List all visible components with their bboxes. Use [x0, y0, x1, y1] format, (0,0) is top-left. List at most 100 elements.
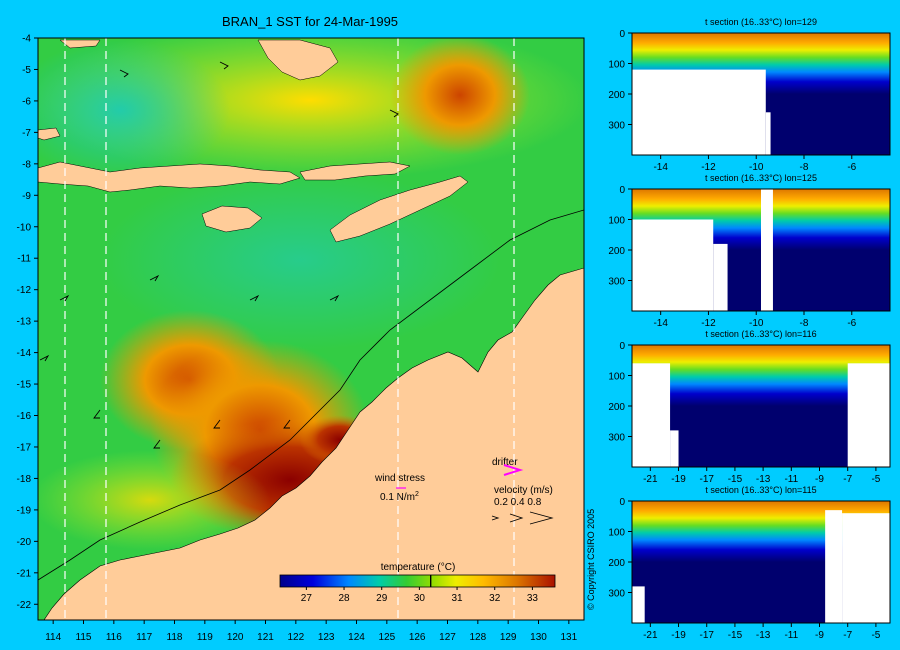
depth-sections: t section (16..33°C) lon=129 -14 -12 -10 -8 -… [608, 17, 891, 641]
lon-tick-label: 125 [378, 632, 395, 643]
section-bathymetry-mask [632, 363, 671, 467]
lat-tick-label: -9 [22, 191, 31, 202]
map-frame [37, 37, 585, 621]
section-x-tick-label: -6 [847, 162, 856, 173]
section-x-tick-label: -17 [699, 474, 714, 485]
section-x-tick-label: -12 [701, 162, 716, 173]
warm-band-south [38, 450, 270, 550]
lon-tick-label: 126 [409, 632, 426, 643]
section-bathymetry-mask [847, 363, 890, 467]
section-y-tick-label: 200 [608, 402, 625, 413]
section-title: t section (16..33°C) lon=116 [705, 329, 816, 339]
lat-tick-label: -10 [17, 222, 32, 233]
colorbar: temperature (°C) 27 28 29 30 31 32 33 [279, 562, 556, 604]
section-y-tick-label: 100 [608, 60, 625, 71]
section-bathymetry-mask [632, 69, 766, 155]
section-x-tick-label: -5 [871, 474, 880, 485]
lon-tick-label: 128 [469, 632, 486, 643]
colorbar-tick-label: 29 [376, 593, 388, 604]
colorbar-tick-label: 33 [527, 593, 539, 604]
section-title: t section (16..33°C) lon=115 [705, 485, 816, 495]
section-x-tick-label: -13 [756, 474, 771, 485]
section-x-tick-label: -17 [699, 630, 714, 641]
island-chain-lesser-sunda [38, 161, 301, 193]
lat-tick-label: -17 [17, 442, 32, 453]
lat-tick-label: -19 [17, 505, 32, 516]
section-x-tick-label: -21 [643, 630, 658, 641]
velocity-values: 0.2 0.4 0.8 [494, 497, 542, 508]
section-y-tick-label: 0 [619, 341, 625, 352]
section-x-tick-label: -9 [815, 630, 824, 641]
section-bathymetry-mask [713, 243, 728, 311]
section-y-tick-label: 100 [608, 528, 625, 539]
lat-tick-label: -5 [22, 65, 31, 76]
section-panel-2: t section (16..33°C) lon=125 -14 -12 -10 -8 -… [608, 173, 891, 329]
island-sumba [201, 205, 263, 233]
island-timor [329, 175, 469, 243]
section-y-tick-label: 200 [608, 558, 625, 569]
section-y-tick-label: 0 [619, 185, 625, 196]
section-y-tick-label: 300 [608, 433, 625, 444]
section-x-tick-label: -11 [784, 474, 798, 485]
section-x-tick-label: -7 [843, 630, 852, 641]
section-bathymetry-mask [825, 510, 843, 623]
lon-tick-label: 120 [227, 632, 244, 643]
copyright-notice: © Copyright CSIRO 2005 [586, 508, 596, 610]
section-bathymetry-mask [632, 219, 714, 311]
cool-patch-west [38, 40, 230, 180]
section-bathymetry-mask [670, 430, 679, 467]
chart-title: BRAN_1 SST for 24-Mar-1995 [221, 14, 399, 29]
section-bathymetry-mask [632, 586, 645, 623]
map-legend: wind stress 0.1 N/m2 drifter velocity (m… [374, 457, 554, 525]
section-y-tick-label: 300 [608, 589, 625, 600]
lat-tick-label: -12 [17, 285, 32, 296]
lon-axis: 114 115 116 117 118 119 120 121 122 123 124 125 126 1… [45, 620, 578, 643]
island-northwest [59, 39, 101, 49]
section-panel-3: t section (16..33°C) lon=116 -21 -19 -17 -15… [608, 329, 891, 485]
wind-stress-arrows [39, 61, 399, 449]
section-y-tick-label: 300 [608, 121, 625, 132]
wind-stress-label: wind stress [374, 473, 425, 484]
lat-tick-label: -22 [17, 600, 32, 611]
lat-tick-label: -14 [17, 348, 32, 359]
section-y-tick-label: 300 [608, 277, 625, 288]
colorbar-gradient [279, 574, 556, 588]
section-y-tick-label: 100 [608, 372, 625, 383]
lat-tick-label: -21 [17, 568, 32, 579]
lon-tick-label: 127 [439, 632, 456, 643]
section-x-tick-label: -9 [815, 474, 824, 485]
colorbar-ticks: 27 28 29 30 31 32 33 [301, 587, 539, 604]
section-x-tick-label: -15 [728, 630, 743, 641]
lon-tick-label: 131 [560, 632, 577, 643]
lon-tick-label: 123 [318, 632, 335, 643]
lon-tick-label: 122 [287, 632, 304, 643]
section-panel-1: t section (16..33°C) lon=129 -14 -12 -10 -8 -… [608, 17, 891, 173]
wind-stress-value: 0.1 N/m2 [380, 491, 419, 503]
lat-tick-label: -11 [17, 254, 31, 265]
lon-tick-label: 115 [76, 632, 92, 643]
lat-tick-label: -8 [22, 159, 31, 170]
section-bathymetry-mask [765, 112, 771, 155]
section-x-tick-label: -5 [871, 630, 880, 641]
colorbar-tick-label: 30 [414, 593, 426, 604]
lon-tick-label: 118 [167, 632, 183, 643]
section-x-tick-label: -19 [671, 474, 686, 485]
isobath-line [38, 209, 584, 581]
section-bathymetry-mask [761, 189, 773, 311]
lat-tick-label: -16 [17, 411, 32, 422]
section-x-tick-label: -6 [847, 318, 856, 329]
section-y-tick-label: 0 [619, 497, 625, 508]
section-x-tick-label: -7 [843, 474, 852, 485]
section-y-tick-label: 100 [608, 216, 625, 227]
section-x-tick-label: -14 [653, 162, 668, 173]
section-title: t section (16..33°C) lon=125 [705, 173, 817, 183]
lon-tick-label: 119 [197, 632, 213, 643]
colorbar-tick-label: 27 [301, 593, 313, 604]
drifter-arrow-icon [503, 464, 524, 476]
lon-tick-label: 114 [45, 632, 61, 643]
section-y-tick-label: 200 [608, 246, 625, 257]
section-lines [64, 38, 515, 620]
section-x-tick-label: -8 [800, 318, 809, 329]
section-title: t section (16..33°C) lon=129 [705, 17, 817, 27]
